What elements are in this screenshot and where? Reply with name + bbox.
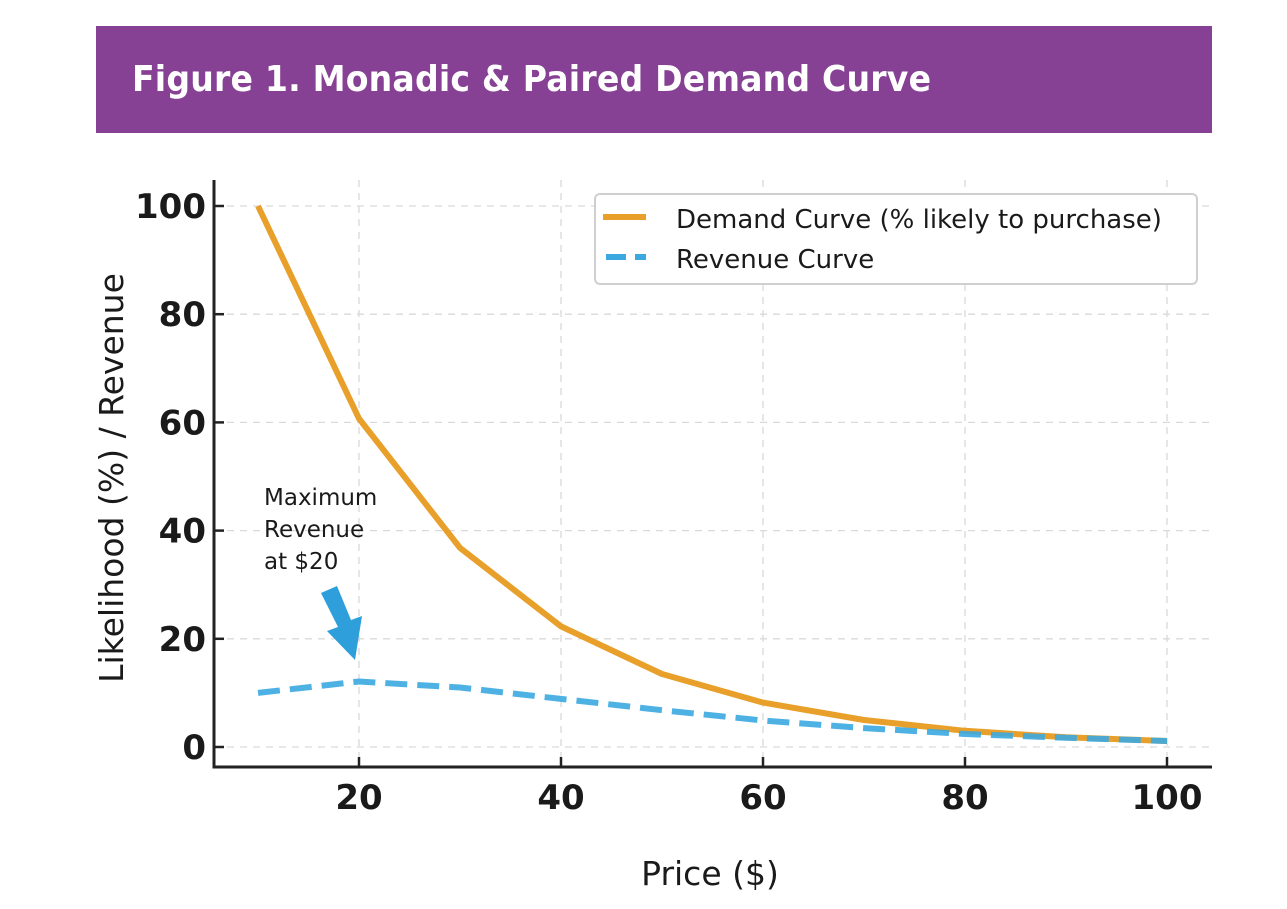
figure-title: Figure 1. Monadic & Paired Demand Curve — [132, 59, 932, 100]
x-tick-label: 80 — [941, 778, 988, 818]
legend: Demand Curve (% likely to purchase) Reven… — [594, 193, 1198, 285]
legend-box — [594, 193, 1198, 285]
y-tick-label: 80 — [159, 295, 206, 335]
x-tick-label: 60 — [739, 778, 786, 818]
legend-revenue-label: Revenue Curve — [676, 245, 874, 275]
legend-demand-label: Demand Curve (% likely to purchase) — [676, 205, 1162, 235]
x-tick-label: 100 — [1132, 778, 1203, 818]
revenue-curve-line — [257, 678, 1168, 744]
y-tick-label: 100 — [135, 187, 206, 227]
y-tick-label: 0 — [182, 728, 206, 768]
axes: 20 40 60 80 100 0 20 40 60 80 100 — [135, 180, 1212, 818]
figure-header-banner: Figure 1. Monadic & Paired Demand Curve — [96, 26, 1212, 133]
x-tick-label: 40 — [537, 778, 584, 818]
annotation-text-line: at $20 — [264, 549, 338, 575]
series-lines — [255, 204, 1168, 744]
x-axis-title: Price ($) — [641, 854, 779, 893]
y-axis-title: Likelihood (%) / Revenue — [92, 273, 131, 683]
annotation-text-line: Maximum — [264, 485, 377, 511]
x-tick-label: 20 — [335, 778, 382, 818]
annotation-arrow-icon — [321, 586, 362, 660]
annotation-text-line: Revenue — [264, 517, 364, 543]
y-tick-label: 20 — [159, 620, 206, 660]
y-tick-label: 60 — [159, 403, 206, 443]
annotation: Maximum Revenue at $20 — [264, 485, 377, 660]
demand-curve-line — [255, 204, 1168, 744]
y-tick-label: 40 — [159, 512, 206, 552]
